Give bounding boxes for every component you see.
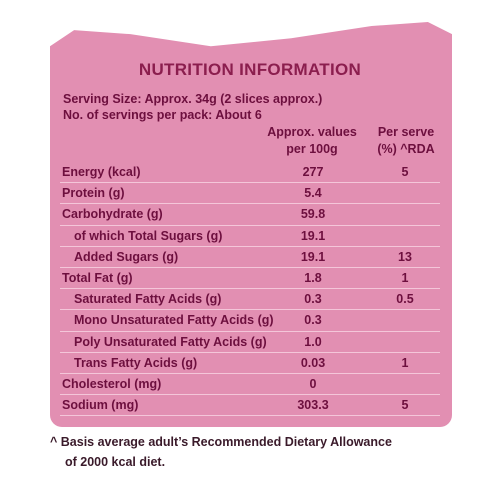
row-label: Energy (kcal): [62, 165, 141, 179]
table-row: Energy (kcal) 277 5: [0, 162, 500, 184]
row-value-rda: 5: [401, 398, 409, 413]
row-value-per100: 277: [302, 165, 324, 179]
table-row: Mono Unsaturated Fatty Acids (g) 0.3: [0, 310, 500, 332]
servings-per-pack: No. of servings per pack: About 6: [63, 108, 262, 122]
row-value-per100: 0.03: [300, 355, 326, 370]
row-value-rda: 5: [401, 165, 409, 179]
row-label: Protein (g): [62, 186, 125, 201]
serving-size: Serving Size: Approx. 34g (2 slices appr…: [63, 92, 323, 106]
table-row: Cholesterol (mg) 0: [0, 374, 500, 396]
row-label: Trans Fatty Acids (g): [74, 355, 198, 370]
column-header-rda-line2: (%) ^RDA: [377, 142, 435, 156]
row-label: Mono Unsaturated Fatty Acids (g): [74, 313, 274, 328]
row-divider: [60, 288, 440, 290]
row-divider: [60, 203, 440, 205]
footnote-line1: ^ Basis average adult’s Recommended Diet…: [50, 435, 392, 449]
row-divider: [60, 415, 440, 417]
footnote: ^ Basis average adult’s Recommended Diet…: [50, 432, 450, 472]
column-header-per100-line2: per 100g: [286, 142, 338, 156]
row-value-per100: 59.8: [300, 207, 326, 222]
table-row: of which Total Sugars (g) 19.1: [0, 226, 500, 247]
row-divider: [60, 309, 440, 311]
row-label: Sodium (mg): [62, 398, 139, 413]
nutrition-title: NUTRITION INFORMATION: [138, 60, 362, 79]
row-value-per100: 19.1: [300, 249, 326, 264]
row-divider: [60, 330, 440, 332]
row-divider: [60, 372, 440, 374]
column-header-per100-line1: Approx. values: [267, 125, 357, 139]
row-value-rda: 1: [401, 355, 409, 370]
row-value-per100: 0.3: [304, 292, 322, 307]
row-divider: [60, 182, 440, 184]
row-value-per100: 0: [309, 376, 317, 391]
column-header-rda: Per serve (%) ^RDA: [366, 124, 446, 158]
footnote-line2: of 2000 kcal diet.: [65, 455, 166, 469]
table-row: Sodium (mg) 303.3 5: [0, 395, 500, 417]
row-value-per100: 0.3: [304, 313, 322, 328]
table-row: Saturated Fatty Acids (g) 0.3 0.5: [0, 289, 500, 311]
row-divider: [60, 245, 440, 247]
row-value-per100: 1.8: [304, 270, 322, 285]
table-row: Total Fat (g) 1.8 1: [0, 268, 500, 290]
row-value-per100: 1.0: [304, 334, 322, 349]
column-header-rda-line1: Per serve: [377, 125, 435, 139]
nutrition-table: Energy (kcal) 277 5 Protein (g) 5.4 Carbohydr…: [0, 162, 500, 417]
row-value-rda: 1: [401, 270, 409, 285]
row-label: Poly Unsaturated Fatty Acids (g): [74, 334, 267, 349]
row-divider: [60, 351, 440, 353]
table-row: Poly Unsaturated Fatty Acids (g) 1.0: [0, 332, 500, 353]
row-value-rda: 13: [398, 249, 412, 264]
row-label: Total Fat (g): [62, 270, 133, 285]
row-label: Added Sugars (g): [74, 249, 179, 264]
row-value-per100: 303.3: [297, 398, 329, 413]
row-label: Cholesterol (mg): [62, 376, 162, 391]
table-row: Added Sugars (g) 19.1 13: [0, 247, 500, 268]
row-label: Saturated Fatty Acids (g): [74, 292, 222, 307]
row-value-rda: 0.5: [396, 292, 414, 307]
row-value-per100: 19.1: [300, 228, 326, 243]
table-row: Carbohydrate (g) 59.8: [0, 204, 500, 226]
row-value-per100: 5.4: [304, 186, 322, 201]
row-divider: [60, 266, 440, 268]
row-label: of which Total Sugars (g): [74, 228, 223, 243]
column-header-per100: Approx. values per 100g: [262, 124, 362, 158]
table-row: Trans Fatty Acids (g) 0.03 1: [0, 353, 500, 374]
row-label: Carbohydrate (g): [62, 207, 163, 222]
table-row: Protein (g) 5.4: [0, 183, 500, 205]
row-divider: [60, 394, 440, 396]
row-divider: [60, 224, 440, 226]
nutrition-panel: [50, 22, 452, 427]
